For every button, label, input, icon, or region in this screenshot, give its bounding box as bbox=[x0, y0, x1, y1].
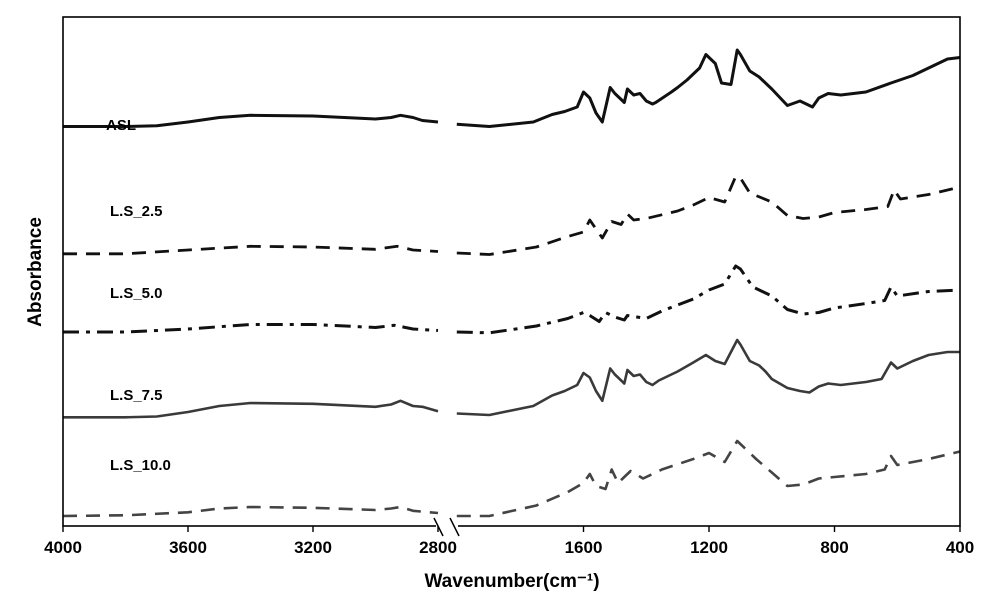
series-label-l-s-5-0: L.S_5.0 bbox=[110, 285, 163, 302]
series-line-asl-segment-1 bbox=[63, 113, 439, 128]
x-tick-label: 1200 bbox=[690, 538, 728, 557]
series-line-l-s-10-0-segment-1 bbox=[62, 505, 439, 518]
x-tick-label: 1600 bbox=[565, 538, 603, 557]
series-line-asl-segment-2 bbox=[456, 48, 961, 128]
series-line-l-s-5-0-segment-1 bbox=[63, 323, 439, 334]
series-line-l-s-2-5-segment-2 bbox=[456, 175, 961, 256]
series-layer bbox=[62, 48, 961, 518]
plot-frame bbox=[62, 16, 961, 527]
x-tick-label: 800 bbox=[820, 538, 848, 557]
x-tick-label: 400 bbox=[946, 538, 974, 557]
x-tick-label: 3200 bbox=[294, 538, 332, 557]
x-tick-label: 3600 bbox=[169, 538, 207, 557]
x-tick-label: 2800 bbox=[419, 538, 457, 557]
series-label-l-s-2-5: L.S_2.5 bbox=[110, 203, 163, 220]
series-line-l-s-7-5-segment-2 bbox=[456, 338, 960, 417]
series-line-l-s-2-5-segment-1 bbox=[63, 244, 439, 256]
series-label-layer: ASL L.S_2.5 L.S_5.0 L.S_7.5 L.S_10.0 bbox=[106, 117, 171, 474]
series-line-l-s-10-0-segment-2 bbox=[456, 439, 961, 518]
y-axis-title: Absorbance bbox=[25, 217, 46, 327]
axis-break-slash-right bbox=[449, 517, 460, 537]
x-axis-title: Wavenumber(cm⁻¹) bbox=[424, 571, 599, 592]
x-tick-layer: 4000 3600 3200 2800 1600 1200 800 400 bbox=[44, 526, 974, 557]
x-tick-label: 4000 bbox=[44, 538, 82, 557]
series-label-l-s-10-0: L.S_10.0 bbox=[110, 457, 171, 474]
series-line-l-s-7-5-segment-1 bbox=[63, 399, 439, 419]
series-label-asl: ASL bbox=[106, 117, 136, 134]
series-label-l-s-7-5: L.S_7.5 bbox=[110, 387, 163, 404]
series-line-l-s-5-0-segment-2 bbox=[456, 264, 961, 335]
